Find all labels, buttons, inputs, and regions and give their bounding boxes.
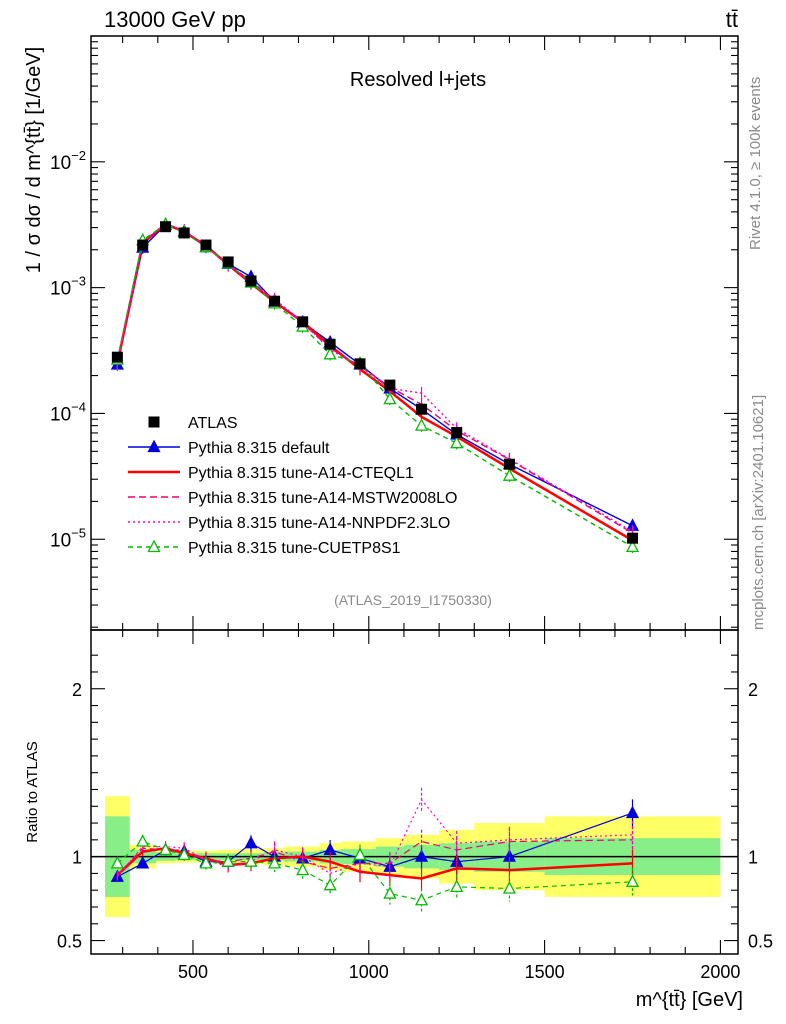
rivet-version-label: Rivet 4.1.0, ≥ 100k events [747,77,764,250]
chart-title: Resolved l+jets [350,69,486,91]
axis-tick-labels: 500 1000 1500 2000 10−2 10−3 10−4 10−5 0.5 0.5 1 1 2… [50,148,773,982]
data-point [178,227,190,239]
ratio-point [244,835,258,849]
ratio-y-tick-label-right: 2 [748,680,758,700]
ratio-point [199,855,213,869]
legend: ATLAS Pythia 8.315 default Pythia 8.315 tu… [128,415,457,557]
ratio-point [177,847,191,861]
ratio-point [383,886,397,899]
y-tick-label: 10−4 [50,399,86,425]
ratio-point [625,805,640,819]
data-point [627,532,639,544]
ratio-point [267,855,282,869]
data-point [324,338,336,350]
data-point [111,351,123,363]
data-point [384,379,396,391]
energy-label: 13000 GeV pp [104,7,246,32]
data-point [297,316,309,328]
x-tick-label: 500 [178,962,208,982]
data-point [625,539,640,553]
data-point [450,435,464,449]
ratio-point [296,862,310,876]
legend-entry: Pythia 8.315 tune-A14-NNPDF2.3LO [128,515,450,532]
data-point [383,391,397,405]
ratio-point [450,879,464,892]
ratio-line [116,840,633,901]
y-axis-label: 1 / σ dσ / d m^{tt̄} [1/GeV] [23,47,45,273]
x-tick-label: 2000 [700,962,740,982]
series-line [116,223,633,534]
legend-label: Pythia 8.315 tune-A14-NNPDF2.3LO [188,515,450,532]
legend-label: ATLAS [188,415,238,432]
axis-ticks [91,35,738,954]
ratio-y-tick-label: 0.5 [57,932,82,952]
ratio-y-tick-label-right: 0.5 [748,932,773,952]
y-tick-label: 10−3 [50,274,86,300]
data-point [502,468,517,481]
ratio-point [353,847,367,861]
ratio-point [136,834,150,847]
data-point [137,239,149,251]
legend-label: Pythia 8.315 tune-A14-MSTW2008LO [188,490,457,507]
legend-label: Pythia 8.315 tune-A14-CTEQL1 [188,465,414,482]
legend-entry: ATLAS [148,415,238,432]
ratio-point [502,881,517,894]
legend-label: Pythia 8.315 tune-CUETP8S1 [188,540,401,557]
mcplots-label: mcplots.cern.ch [arXiv:2401.10621] [750,395,767,630]
ratio-y-tick-label: 1 [72,848,82,868]
series-atlas [111,221,639,544]
ratio-point [221,854,235,867]
ratio-y-tick-label: 2 [72,680,82,700]
ratio-line [116,839,633,876]
legend-entry: Pythia 8.315 tune-CUETP8S1 [128,539,401,557]
y-tick-label: 10−5 [50,525,86,551]
ratio-line [116,846,633,880]
data-point [245,275,257,287]
legend-entry: Pythia 8.315 tune-A14-MSTW2008LO [128,490,457,507]
legend-marker [147,439,161,453]
legend-marker [147,539,161,553]
data-point [323,346,337,360]
data-point [200,239,212,251]
ratio-point [136,855,150,869]
analysis-watermark: (ATLAS_2019_I1750330) [334,592,492,608]
ratio-point [158,842,173,856]
main-panel-series [110,217,640,554]
y-tick-label: 10−2 [50,148,86,174]
ratio-panel-series [110,787,640,913]
process-label: tt̄ [726,7,738,32]
series-line [116,222,634,542]
ratio-point [625,874,640,887]
x-axis-label: m^{tt̄} [GeV] [636,989,743,1011]
legend-label: Pythia 8.315 default [188,440,330,457]
data-point [269,295,281,307]
series-line [116,223,633,548]
ratio-y-axis-label: Ratio to ATLAS [24,741,41,842]
data-point [416,403,428,415]
ratio-point [323,877,337,891]
legend-marker [148,416,160,428]
ratio-line [116,798,633,878]
ratio-panel-frame [90,629,739,955]
data-point [503,458,515,470]
data-point [414,418,429,431]
ratio-series-pythia-8-315-tune-cuetp8s1 [110,834,640,913]
ratio-point [110,855,124,869]
data-point [222,256,234,268]
data-point [451,427,463,439]
legend-entry: Pythia 8.315 default [128,439,330,457]
data-point [160,221,172,233]
x-tick-label: 1000 [349,962,389,982]
series-pythia-8-315-default [110,217,640,532]
x-tick-label: 1500 [525,962,565,982]
data-point [354,358,366,370]
ratio-point [244,854,258,867]
ratio-point [414,849,429,862]
ratio-y-tick-label-right: 1 [748,848,758,868]
series-line [116,222,633,533]
legend-entry: Pythia 8.315 tune-A14-CTEQL1 [128,465,414,482]
ratio-point [414,892,429,906]
